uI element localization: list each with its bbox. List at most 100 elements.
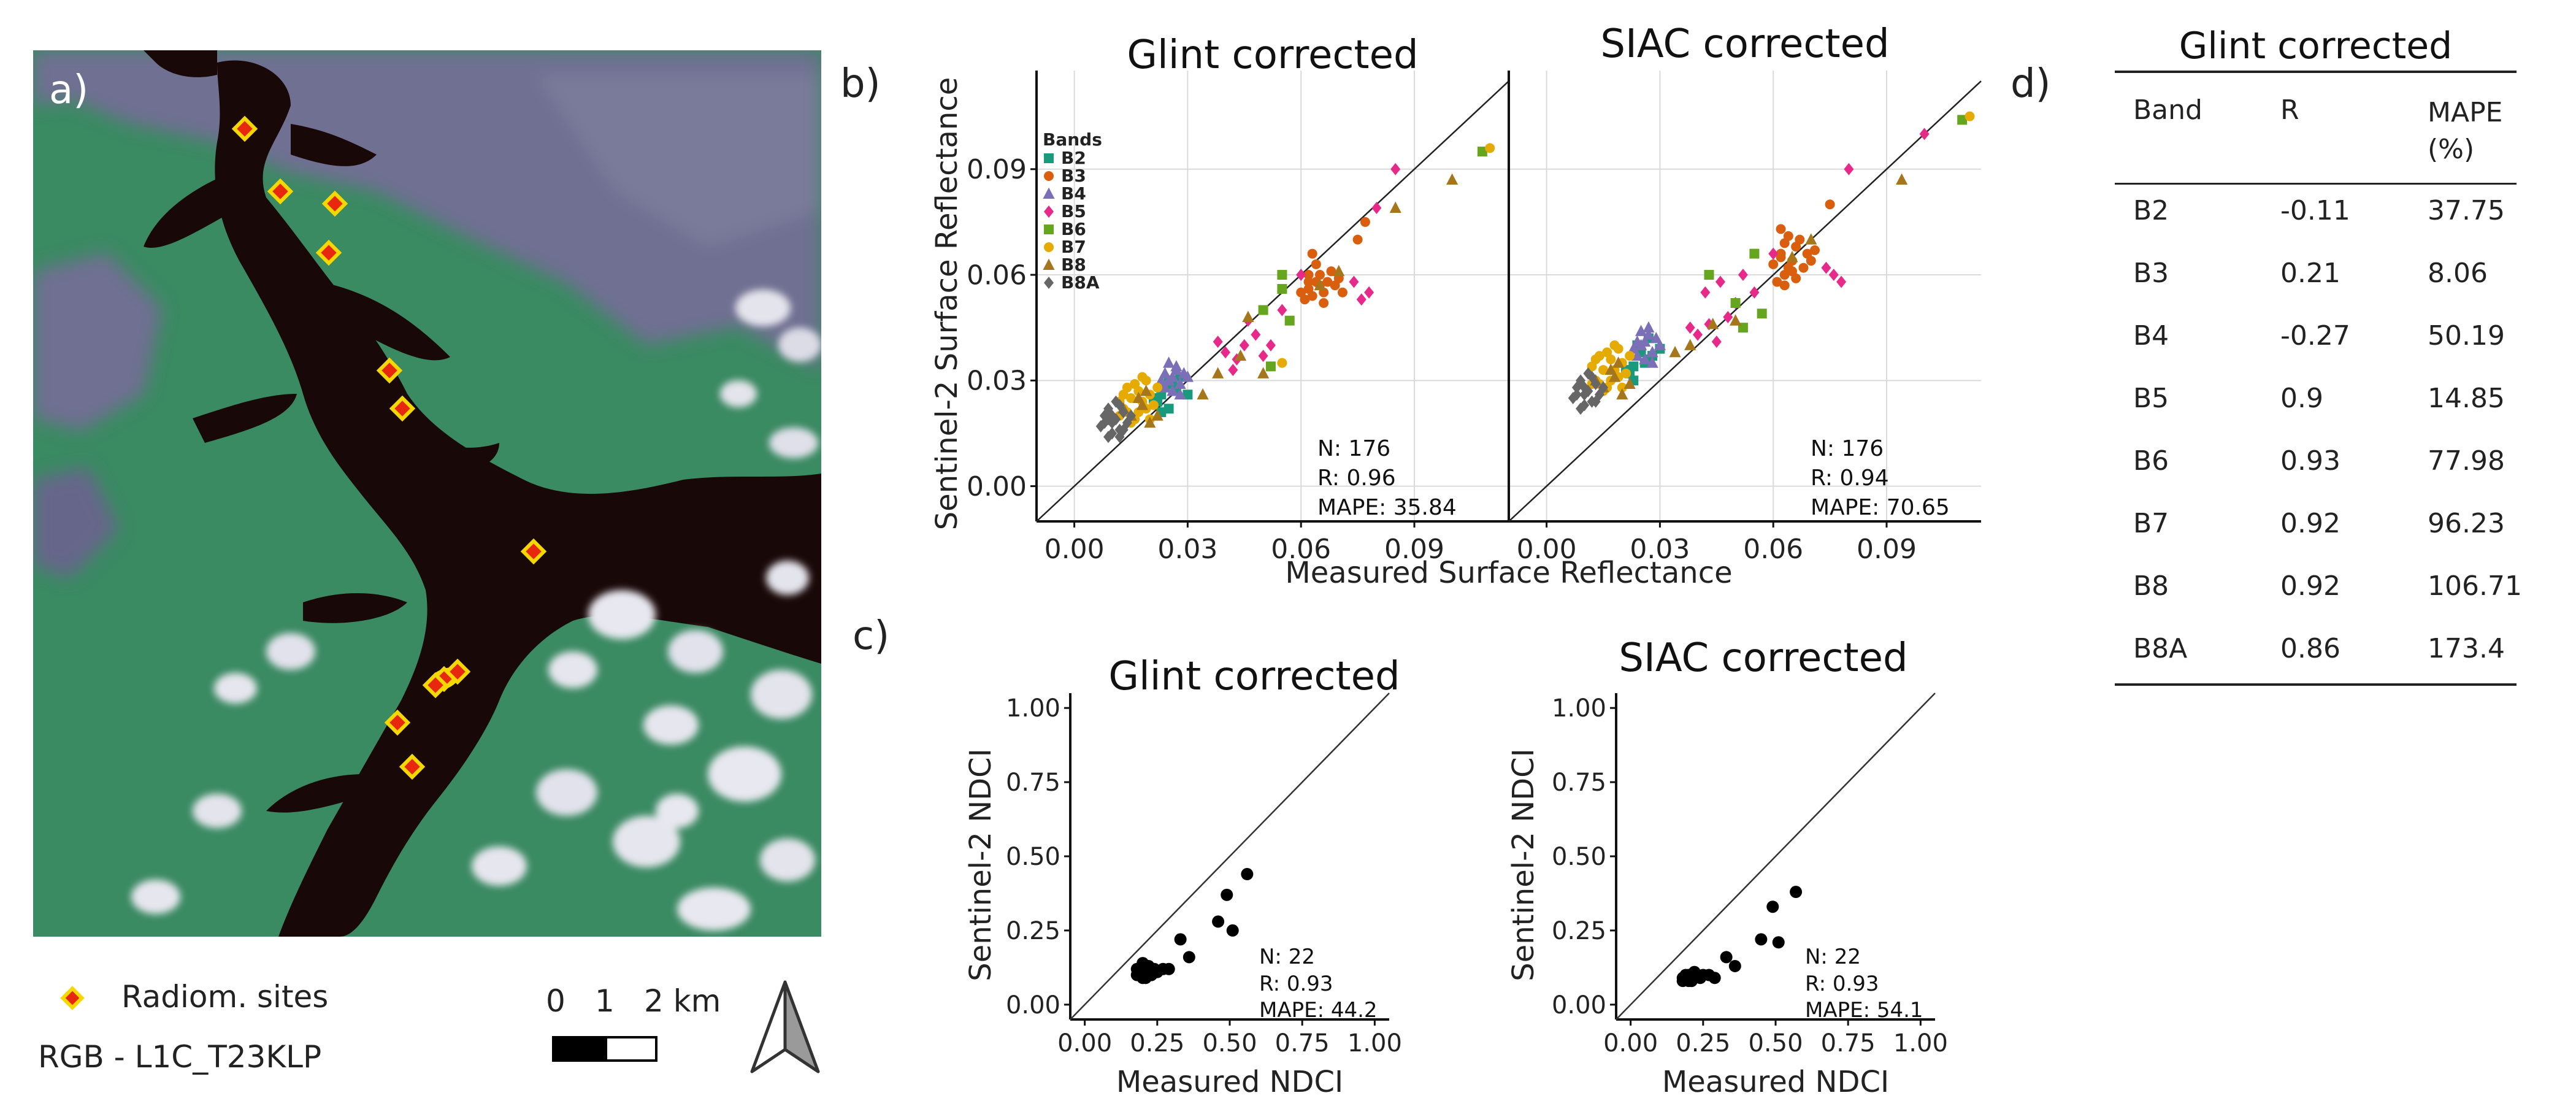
- data-point-b8: [1446, 173, 1459, 185]
- y-tick-label: 0.00: [1552, 991, 1606, 1019]
- data-point-b8: [1604, 363, 1617, 375]
- table-cell-mape: 50.19: [2428, 320, 2505, 351]
- data-point-b8: [1212, 367, 1224, 378]
- siac-ndci-plot: SIAC corrected 0.00 0.25 0.50 0.75 1.00 0.00 0…: [1506, 635, 1948, 1099]
- x-tick-label: 0.75: [1275, 1029, 1330, 1058]
- y-tick-label: 0.50: [1006, 843, 1060, 871]
- data-point-b8: [1616, 388, 1628, 400]
- y-tick-label: 0.09: [967, 154, 1027, 185]
- data-point-b7: [1965, 111, 1975, 121]
- data-point-ndci: [1174, 933, 1187, 946]
- data-point-b8a: [1568, 392, 1578, 405]
- legend-label: B4: [1061, 183, 1086, 204]
- data-point-b8a: [1583, 367, 1593, 380]
- data-point-ndci: [1212, 915, 1225, 928]
- data-point-ndci: [1790, 886, 1803, 899]
- panel-label-c: c): [853, 613, 890, 659]
- one-to-one-line: [1508, 80, 1982, 522]
- data-point-b5: [1390, 163, 1401, 175]
- panel-label-b: b): [840, 61, 881, 107]
- data-point-b8a: [1571, 388, 1582, 401]
- table-cell-r: 0.9: [2280, 383, 2323, 414]
- y-tick-label: 1.00: [1006, 694, 1060, 723]
- data-point-b5: [1723, 310, 1733, 323]
- data-point-b3: [1322, 277, 1333, 287]
- data-point-b8a: [1114, 431, 1125, 443]
- table-cell-r: -0.11: [2280, 195, 2350, 226]
- table-row: B3 0.21 8.06: [2115, 258, 2517, 294]
- data-point-b5: [1738, 269, 1748, 282]
- table-row: B7 0.92 96.23: [2115, 508, 2517, 545]
- data-point-b4: [1654, 339, 1666, 350]
- radiom-site-marker: [444, 658, 471, 685]
- table-row: B2 -0.11 37.75: [2115, 195, 2517, 232]
- glint-reflectance-plot: Glint corrected 0.00 0.03 0.06 0.09 0.00 0.03…: [967, 33, 1509, 565]
- scale-tick-label: 2 km: [644, 983, 721, 1019]
- data-point-b6: [1477, 147, 1487, 157]
- stat-n: N: 22: [1805, 945, 1861, 969]
- data-point-b5: [1265, 339, 1276, 351]
- radiom-site-marker: [520, 538, 547, 565]
- legend-key-b5: [1044, 205, 1054, 218]
- data-point-b3: [1326, 266, 1336, 277]
- data-point-b3: [1315, 270, 1325, 280]
- data-point-ndci: [1688, 969, 1701, 981]
- table-cell-band: B3: [2133, 258, 2169, 289]
- panel-label-a: a): [49, 67, 89, 113]
- scale-tick-label: 1: [595, 983, 615, 1019]
- data-point-b3: [1352, 234, 1363, 245]
- legend-key-b8: [1043, 258, 1055, 270]
- data-point-b8: [1333, 264, 1345, 277]
- data-point-b5: [1251, 328, 1261, 341]
- data-point-b7: [1148, 400, 1159, 410]
- data-point-b7: [1126, 393, 1136, 404]
- data-point-ndci: [1755, 933, 1768, 946]
- data-point-b4: [1650, 332, 1662, 344]
- panel-label-d: d): [2011, 61, 2051, 107]
- data-point-b5: [1221, 346, 1230, 359]
- radiom-site-marker: [315, 239, 342, 266]
- stat-mape: MAPE: 35.84: [1317, 495, 1457, 520]
- one-to-one-line: [1036, 80, 1509, 522]
- data-point-b5: [1349, 275, 1359, 288]
- data-point-b8a: [1579, 399, 1590, 412]
- legend-label: B3: [1061, 166, 1086, 186]
- table-header-mape: MAPE (%): [2428, 97, 2503, 165]
- data-point-b8a: [1107, 427, 1117, 440]
- data-point-b8a: [1107, 416, 1117, 429]
- one-to-one-line: [1070, 693, 1390, 1020]
- stat-n: N: 176: [1811, 436, 1884, 461]
- table-row: B4 -0.27 50.19: [2115, 320, 2517, 357]
- data-point-b7: [1598, 365, 1608, 375]
- data-point-b3: [1779, 238, 1790, 248]
- x-tick-label: 0.00: [1057, 1029, 1112, 1058]
- data-point-b4: [1167, 370, 1179, 382]
- y-tick-label: 0.25: [1552, 917, 1606, 945]
- y-tick-label: 0.75: [1552, 769, 1606, 797]
- data-point-b8: [1314, 278, 1326, 291]
- stat-r: R: 0.93: [1259, 972, 1333, 996]
- data-point-b6: [1277, 270, 1287, 280]
- x-tick-label: 0.25: [1130, 1029, 1184, 1058]
- radiom-site-marker: [376, 357, 403, 384]
- data-point-b5: [1364, 286, 1374, 299]
- y-axis-label: Sentinel-2 NDCI: [1506, 748, 1541, 981]
- data-point-b5: [1711, 336, 1722, 348]
- data-point-b7: [1122, 382, 1132, 393]
- data-point-b8a: [1103, 431, 1114, 443]
- legend-label: B6: [1061, 219, 1086, 239]
- table-cell-band: B7: [2133, 508, 2169, 539]
- data-point-ndci: [1720, 951, 1733, 964]
- data-point-b8: [1786, 250, 1798, 263]
- table-row: B8 0.92 106.71: [2115, 570, 2522, 607]
- table-header-rule: [2115, 183, 2517, 185]
- y-axis-label: Sentinel-2 NDCI: [964, 748, 998, 981]
- table-cell-mape: 106.71: [2428, 570, 2522, 602]
- data-point-b4: [1163, 356, 1175, 368]
- table-cell-r: -0.27: [2280, 320, 2350, 351]
- data-point-b4: [1167, 385, 1179, 396]
- data-point-b8: [1612, 356, 1625, 368]
- data-point-b5: [1715, 275, 1725, 288]
- data-point-b8: [1623, 377, 1636, 390]
- radiom-site-legend-icon: [60, 986, 85, 1010]
